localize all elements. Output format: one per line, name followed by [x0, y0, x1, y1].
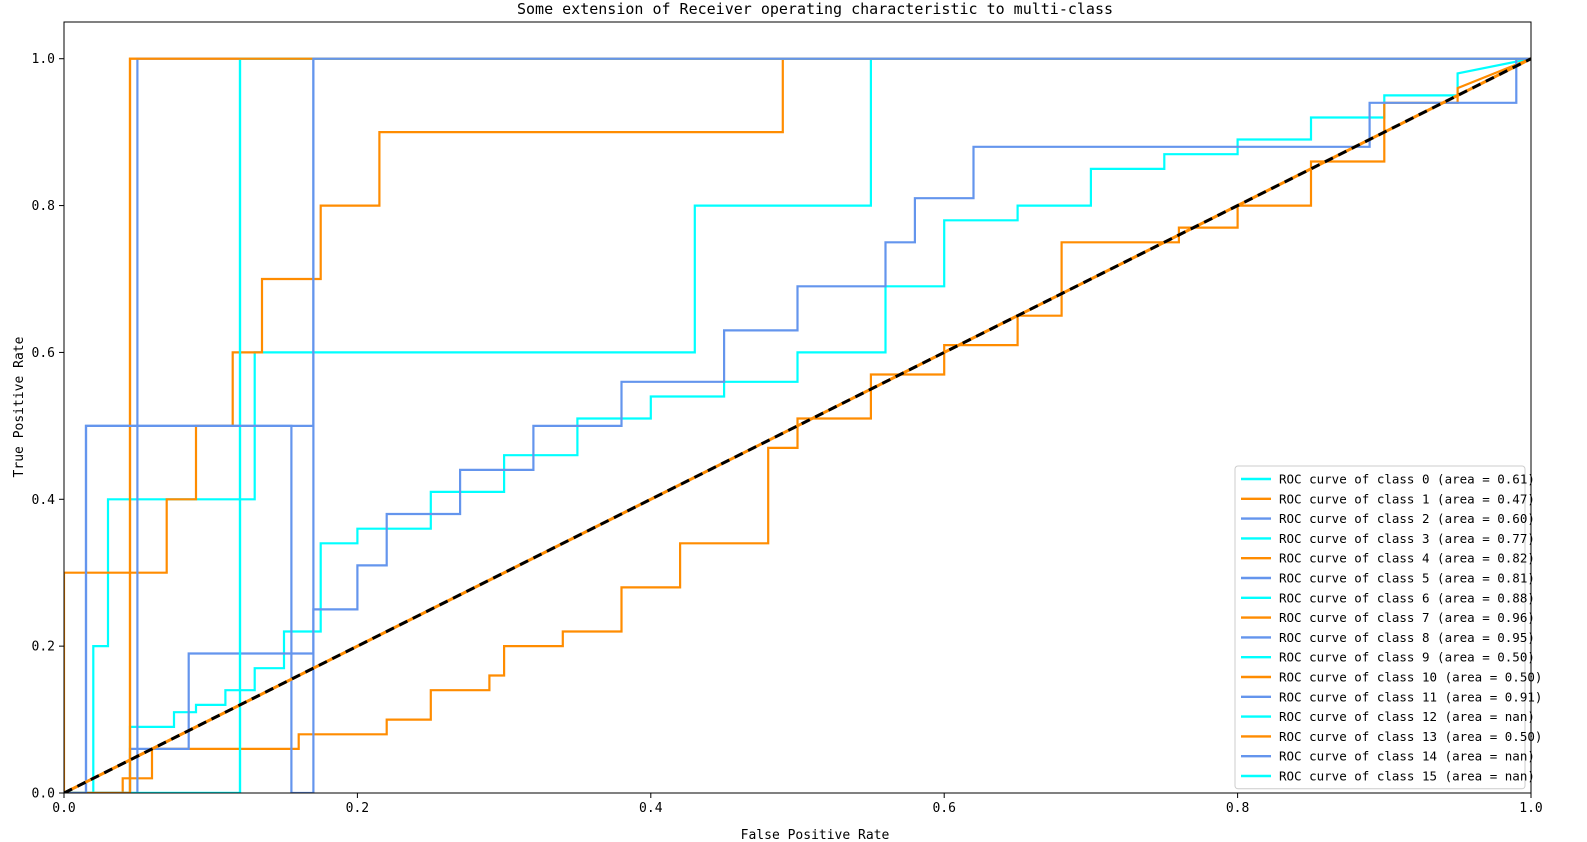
- chance-diagonal-line: [64, 57, 1531, 793]
- legend-entry: ROC curve of class 15 (area = nan): [1279, 769, 1535, 784]
- roc-curve-class-2: [64, 57, 1531, 793]
- legend-entry: ROC curve of class 9 (area = 0.50): [1279, 650, 1535, 665]
- y-tick-label: 0.0: [32, 787, 55, 802]
- roc-curve-class-4: [64, 57, 1531, 793]
- legend-entry: ROC curve of class 6 (area = 0.88): [1279, 590, 1535, 605]
- legend-entry: ROC curve of class 7 (area = 0.96): [1279, 610, 1535, 625]
- axes-layer: 0.0 0.2 0.4 0.6 0.8 1.0 0.0 0.2 0.4 0.6 0.8 1.0: [32, 21, 1543, 816]
- legend-entry: ROC curve of class 4 (area = 0.82): [1279, 551, 1535, 566]
- y-tick-label: 0.4: [32, 493, 56, 508]
- legend-entry: ROC curve of class 14 (area = nan): [1279, 749, 1535, 764]
- y-tick-label: 0.8: [32, 199, 55, 214]
- y-tick-label: 0.2: [32, 640, 55, 655]
- x-tick-label: 0.8: [1226, 801, 1249, 816]
- legend-entry: ROC curve of class 13 (area = 0.50): [1279, 729, 1542, 744]
- x-tick-label: 0.0: [52, 801, 75, 816]
- legend-entry: ROC curve of class 2 (area = 0.60): [1279, 511, 1535, 526]
- legend-entry: ROC curve of class 12 (area = nan): [1279, 709, 1535, 724]
- legend-entry: ROC curve of class 10 (area = 0.50): [1279, 670, 1542, 685]
- legend-entry: ROC curve of class 8 (area = 0.95): [1279, 630, 1535, 645]
- legend-entry: ROC curve of class 3 (area = 0.77): [1279, 531, 1535, 546]
- diagonal-layer: [64, 57, 1531, 793]
- legend-box: [1234, 465, 1526, 790]
- x-tick-label: 0.2: [346, 801, 369, 816]
- x-tick-label: 0.6: [932, 801, 955, 816]
- roc-curve-class-0: [64, 57, 1531, 793]
- x-axis-label: False Positive Rate: [741, 828, 890, 842]
- roc-curve-class-11: [64, 57, 1531, 793]
- x-tick-label: 1.0: [1519, 801, 1542, 816]
- legend-entry: ROC curve of class 1 (area = 0.47): [1279, 491, 1535, 506]
- roc-curve-class-1: [64, 57, 1531, 793]
- legend-entry: ROC curve of class 11 (area = 0.91): [1279, 689, 1542, 704]
- x-tick-label: 0.4: [639, 801, 663, 816]
- chart-title: Some extension of Receiver operating cha…: [517, 0, 1113, 18]
- y-axis-label: True Positive Rate: [12, 336, 27, 477]
- legend-entry: ROC curve of class 5 (area = 0.81): [1279, 571, 1535, 586]
- y-tick-label: 1.0: [32, 52, 55, 67]
- legend-entry: ROC curve of class 0 (area = 0.61): [1279, 472, 1535, 487]
- legend: ROC curve of class 0 (area = 0.61) ROC cu…: [1234, 465, 1542, 790]
- y-tick-label: 0.6: [32, 346, 55, 361]
- plot-frame: [63, 21, 1532, 794]
